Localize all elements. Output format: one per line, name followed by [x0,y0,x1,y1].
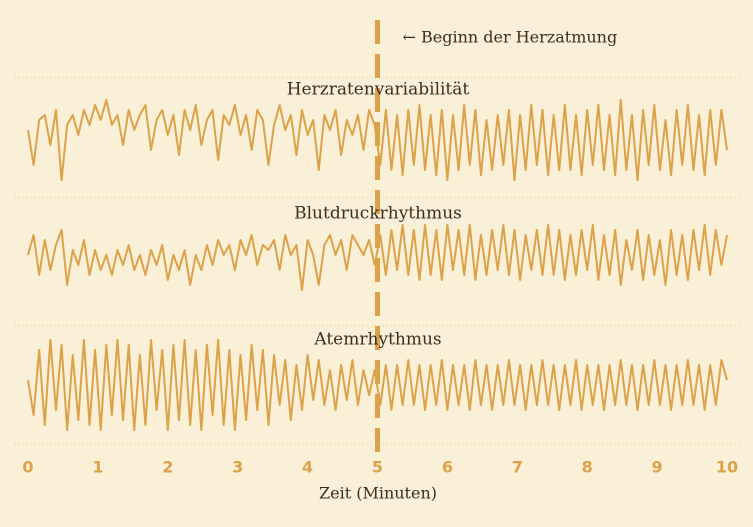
x-tick-label: 2 [162,458,173,477]
annotation-text: ← Beginn der Herzatmung [403,28,618,47]
signal-line [27,99,728,181]
x-tick-label: 6 [442,458,453,477]
x-tick-label: 5 [372,458,383,477]
x-tick-label: 3 [232,458,243,477]
panel-title: Blutdruckrhythmus [294,204,462,224]
x-tick-label: 1 [92,458,103,477]
x-axis-label: Zeit (Minuten) [319,484,437,503]
x-tick-label: 7 [512,458,523,477]
x-tick-label: 9 [652,458,663,477]
panel-title: Atemrhythmus [313,330,441,350]
x-tick-label: 0 [22,458,33,477]
x-tick-label: 8 [582,458,593,477]
panel-title: Herzratenvariabilität [287,80,470,100]
x-tick-label: 10 [716,458,738,477]
x-tick-label: 4 [302,458,313,477]
signal-line [27,224,728,291]
signal-line [27,339,728,431]
